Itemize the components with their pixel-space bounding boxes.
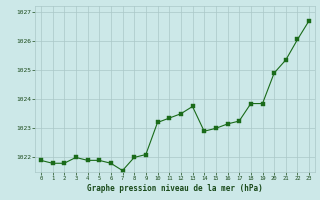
X-axis label: Graphe pression niveau de la mer (hPa): Graphe pression niveau de la mer (hPa) <box>87 184 263 193</box>
